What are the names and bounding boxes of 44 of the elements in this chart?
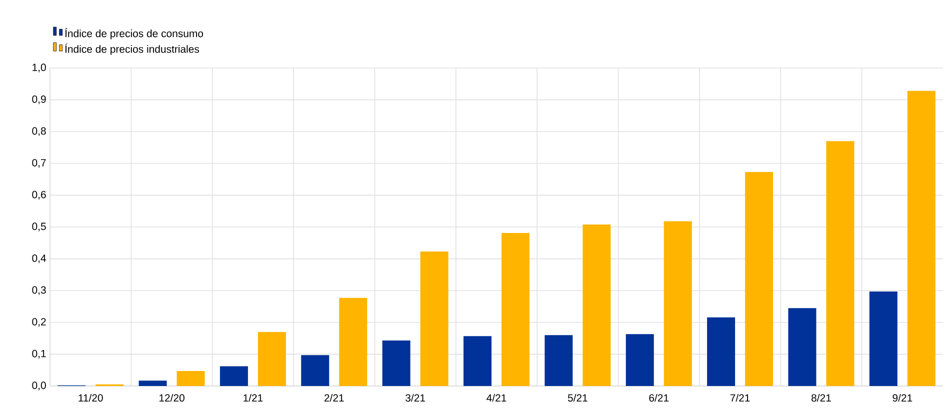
x-tick-label: 8/21 xyxy=(812,394,831,402)
x-tick-label: 6/21 xyxy=(649,394,669,402)
bar xyxy=(582,224,611,386)
bar xyxy=(258,332,286,386)
y-tick-label: 0,5 xyxy=(32,222,46,232)
y-tick-label: 1,0 xyxy=(32,64,46,72)
bar xyxy=(907,90,936,386)
bar xyxy=(745,172,774,386)
bar xyxy=(382,340,410,386)
legend-label: Índice de precios de consumo xyxy=(65,28,204,40)
y-tick-label: 0,8 xyxy=(32,127,46,136)
bar xyxy=(339,298,368,386)
bar xyxy=(464,336,492,386)
y-tick-label: 0,3 xyxy=(32,286,46,295)
bar xyxy=(664,221,692,386)
bar xyxy=(176,371,205,386)
y-tick-label: 0,9 xyxy=(32,95,46,104)
y-tick-label: 0,0 xyxy=(32,382,46,390)
bar xyxy=(869,292,898,386)
y-tick-label: 0,6 xyxy=(32,190,46,200)
y-tick-label: 0,1 xyxy=(32,350,46,359)
x-tick-label: 12/20 xyxy=(159,394,184,402)
x-tick-label: 7/21 xyxy=(730,394,750,402)
y-tick-label: 0,7 xyxy=(32,159,46,168)
bar xyxy=(502,233,530,386)
x-tick-label: 5/21 xyxy=(568,394,588,402)
y-tick-label: 0,2 xyxy=(32,318,46,327)
x-tick-label: 11/20 xyxy=(78,394,103,402)
bar xyxy=(707,317,736,386)
bar xyxy=(826,141,854,386)
bar xyxy=(544,335,573,386)
x-tick-label: 1/21 xyxy=(244,394,263,402)
x-tick-label: 3/21 xyxy=(406,394,425,402)
y-tick-label: 0,4 xyxy=(32,254,46,264)
x-tick-label: 9/21 xyxy=(892,394,912,402)
bar xyxy=(301,355,330,386)
bar xyxy=(788,308,816,386)
bar xyxy=(420,251,448,386)
x-tick-label: 4/21 xyxy=(486,394,506,402)
legend-label: Índice de precios industriales xyxy=(65,44,200,55)
bar xyxy=(220,366,248,386)
bar xyxy=(138,380,167,386)
bar xyxy=(626,334,654,386)
x-tick-label: 2/21 xyxy=(324,394,344,402)
